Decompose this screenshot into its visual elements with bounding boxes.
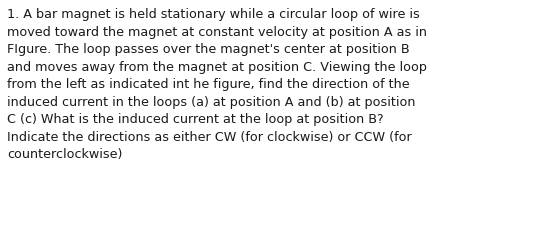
Text: 1. A bar magnet is held stationary while a circular loop of wire is
moved toward: 1. A bar magnet is held stationary while… xyxy=(7,8,427,160)
